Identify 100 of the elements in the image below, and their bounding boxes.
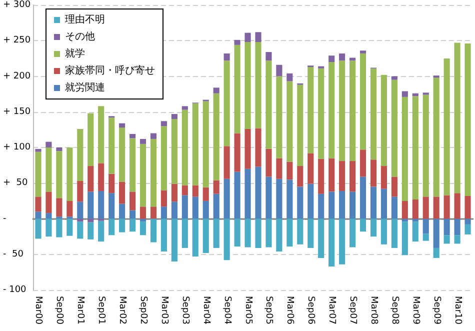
bar — [297, 186, 304, 219]
bar — [46, 148, 52, 192]
bar — [433, 248, 440, 258]
bar — [360, 150, 366, 177]
bar — [318, 158, 324, 194]
bar — [276, 158, 282, 179]
bar — [464, 224, 471, 234]
bar — [182, 185, 188, 196]
bar — [129, 192, 136, 210]
bar — [213, 218, 220, 248]
bar — [308, 218, 314, 248]
bar — [360, 176, 366, 219]
bar — [286, 73, 293, 82]
bar — [46, 192, 52, 214]
x-tick-label: Sep05 — [264, 296, 274, 324]
bar — [276, 64, 282, 76]
bar — [192, 185, 198, 197]
bar — [412, 96, 418, 200]
bar — [328, 158, 335, 192]
x-tick-label: Mar00 — [33, 296, 44, 325]
bar — [108, 118, 115, 174]
bar — [412, 200, 418, 219]
bar — [318, 218, 324, 258]
bar — [171, 218, 178, 262]
bar — [370, 68, 377, 160]
bar — [88, 222, 94, 240]
bar — [66, 148, 73, 201]
y-tick-label: + 50 — [3, 178, 28, 188]
bar — [422, 196, 429, 219]
y-tick-label: + 150 — [3, 106, 31, 117]
bar — [88, 166, 94, 192]
bar — [234, 44, 240, 134]
bar — [339, 218, 346, 264]
bar — [328, 192, 335, 219]
bar — [35, 196, 42, 212]
bar — [308, 184, 314, 219]
bar — [108, 174, 115, 194]
bar — [422, 94, 429, 197]
bar — [402, 200, 408, 219]
bar — [213, 88, 220, 94]
bar — [129, 210, 136, 219]
bar — [119, 123, 126, 128]
bar — [391, 76, 398, 80]
bar — [140, 206, 146, 219]
bar — [160, 126, 167, 190]
bar — [444, 235, 450, 244]
bar — [140, 144, 146, 207]
bar — [402, 222, 408, 256]
bar — [46, 213, 52, 219]
bar — [88, 218, 94, 222]
x-tick-label: Sep07 — [348, 296, 358, 324]
bar — [380, 74, 387, 166]
bar — [224, 218, 230, 260]
bar — [202, 187, 209, 201]
bar — [160, 121, 167, 126]
bar — [160, 206, 167, 219]
x-tick-label: Sep06 — [306, 296, 316, 325]
y-tick-label: + 250 — [3, 36, 31, 46]
bar — [444, 195, 450, 219]
bar — [88, 192, 94, 219]
bar — [182, 106, 188, 110]
bar — [119, 128, 126, 182]
bar — [234, 40, 240, 45]
bar — [339, 53, 346, 61]
y-tick-label: - 50 — [3, 249, 24, 260]
bar — [349, 58, 356, 61]
bar — [433, 196, 440, 219]
x-tick-label: Sep03 — [180, 296, 190, 324]
bar — [66, 200, 73, 217]
bar — [234, 218, 240, 247]
x-tick-label: Sep00 — [54, 296, 64, 325]
bar — [255, 218, 262, 248]
x-tick-label: Sep04 — [222, 296, 232, 325]
legend-label: 就学 — [65, 48, 85, 60]
bar — [276, 76, 282, 158]
bar — [286, 81, 293, 162]
bar — [150, 206, 157, 219]
bar — [213, 93, 220, 180]
bar — [349, 60, 356, 162]
bar — [192, 196, 198, 219]
bar — [328, 218, 335, 266]
bar — [56, 151, 62, 198]
bar — [192, 218, 198, 257]
bar — [328, 56, 335, 62]
bar — [98, 163, 104, 191]
x-tick-label: Mar09 — [410, 296, 420, 325]
bar — [391, 218, 398, 248]
bar — [328, 62, 335, 158]
bar — [98, 220, 104, 242]
bar — [464, 218, 471, 224]
bar — [77, 128, 84, 181]
bar — [454, 218, 460, 236]
bar — [339, 190, 346, 219]
bar — [182, 218, 188, 248]
bar — [108, 218, 115, 236]
bar — [255, 166, 262, 219]
bar — [360, 218, 366, 232]
bar — [244, 128, 251, 169]
bar — [224, 178, 230, 219]
y-tick-label: - 100 — [3, 285, 27, 295]
